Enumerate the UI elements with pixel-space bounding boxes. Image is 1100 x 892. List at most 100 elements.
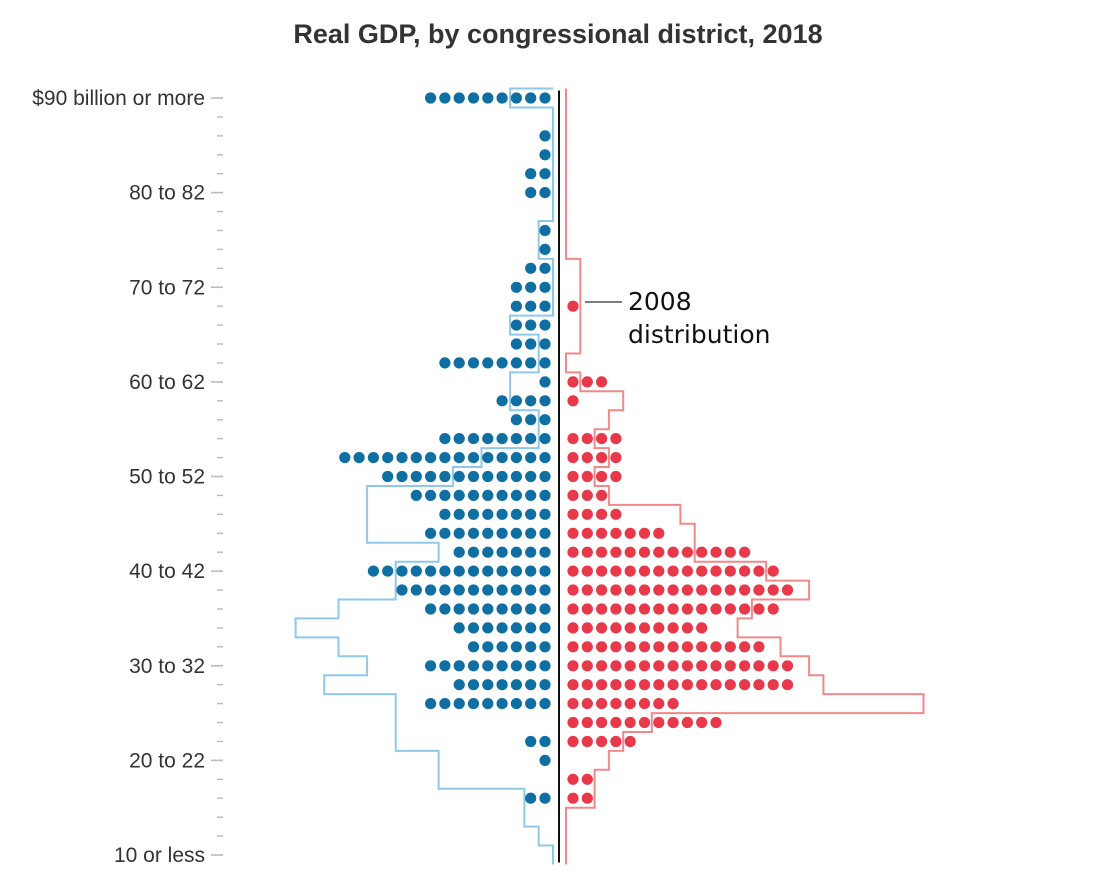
- dot-right: [710, 603, 722, 615]
- outlines-2008: [294, 87, 925, 865]
- dot-left: [439, 508, 451, 520]
- dot-left: [439, 357, 451, 369]
- dot-left: [539, 489, 551, 501]
- dot-right: [581, 376, 593, 388]
- dot-right: [710, 716, 722, 729]
- dot-left: [496, 565, 508, 577]
- dot-right: [581, 565, 593, 577]
- dot-left: [525, 262, 537, 274]
- dot-left: [510, 546, 522, 558]
- dot-right: [581, 679, 593, 691]
- dot-right: [596, 489, 608, 501]
- dot-right: [567, 395, 579, 407]
- dot-left: [525, 300, 537, 312]
- dot-right: [581, 603, 593, 615]
- dot-right: [610, 641, 622, 653]
- dot-left: [510, 527, 522, 539]
- dot-left: [539, 470, 551, 483]
- dot-left: [453, 433, 465, 445]
- dot-right: [596, 735, 608, 748]
- dot-left: [539, 130, 551, 142]
- dot-left: [467, 357, 480, 369]
- dot-left: [467, 92, 480, 104]
- dot-right: [567, 527, 579, 539]
- dot-left: [525, 698, 537, 710]
- dot-right: [624, 546, 636, 558]
- dot-left: [539, 546, 551, 558]
- annotation-line2: distribution: [628, 320, 770, 349]
- dot-left: [525, 489, 537, 501]
- dot-right: [581, 433, 593, 445]
- dot-right: [638, 698, 651, 710]
- dot-left: [539, 565, 551, 577]
- dot-left: [410, 584, 422, 596]
- dot-right: [567, 641, 579, 653]
- dot-left: [510, 470, 522, 483]
- dot-left: [525, 622, 537, 634]
- dot-left: [539, 660, 551, 672]
- dot-left: [439, 527, 451, 539]
- dot-right: [624, 698, 636, 710]
- dot-right: [581, 584, 593, 596]
- dot-left: [510, 698, 522, 710]
- dot-left: [510, 338, 522, 350]
- dot-right: [624, 660, 636, 672]
- dot-right: [596, 698, 608, 710]
- tick-label: 70 to 72: [129, 276, 205, 299]
- dot-right: [624, 603, 636, 615]
- dot-right: [739, 603, 751, 615]
- dot-left: [496, 584, 508, 596]
- dot-left: [539, 433, 551, 445]
- dot-right: [624, 584, 636, 596]
- dot-left: [510, 92, 522, 104]
- dot-left: [525, 168, 537, 180]
- dot-right: [567, 489, 579, 501]
- dot-right: [696, 546, 708, 558]
- dot-right: [567, 433, 579, 445]
- dot-left: [510, 281, 522, 293]
- dot-right: [581, 470, 593, 483]
- y-axis-ticks: [211, 97, 223, 856]
- dot-left: [467, 508, 480, 520]
- dot-left: [439, 603, 451, 615]
- dot-left: [539, 168, 551, 180]
- dot-left: [525, 452, 537, 464]
- dot-right: [739, 565, 751, 577]
- outline-2008-left: [294, 87, 554, 865]
- dot-left: [539, 698, 551, 710]
- dot-right: [667, 622, 679, 634]
- dot-left: [467, 584, 480, 596]
- dot-left: [453, 603, 465, 615]
- dot-left: [525, 433, 537, 445]
- dot-right: [596, 603, 608, 615]
- dot-left: [425, 527, 437, 539]
- dot-left: [539, 338, 551, 350]
- dot-right: [638, 527, 651, 539]
- dot-left: [525, 660, 537, 672]
- dot-right: [724, 546, 736, 558]
- dot-right: [610, 433, 622, 445]
- dot-left: [453, 698, 465, 710]
- dot-left: [396, 470, 408, 483]
- dot-left: [482, 92, 494, 104]
- dot-left: [539, 281, 551, 293]
- dot-left: [496, 395, 508, 407]
- dot-right: [567, 735, 579, 748]
- dot-left: [425, 565, 437, 577]
- dot-right: [653, 679, 665, 691]
- chart-title: Real GDP, by congressional district, 201…: [293, 19, 822, 49]
- dot-left: [425, 603, 437, 615]
- dot-left: [439, 565, 451, 577]
- dot-left: [482, 470, 494, 483]
- dot-left: [453, 527, 465, 539]
- dot-right: [653, 641, 665, 653]
- dot-right: [638, 660, 651, 672]
- dot-left: [382, 452, 394, 464]
- dot-left: [439, 433, 451, 445]
- dot-left: [496, 508, 508, 520]
- dot-left: [510, 679, 522, 691]
- dot-left: [539, 414, 551, 426]
- dot-left: [439, 92, 451, 104]
- dot-left: [525, 584, 537, 596]
